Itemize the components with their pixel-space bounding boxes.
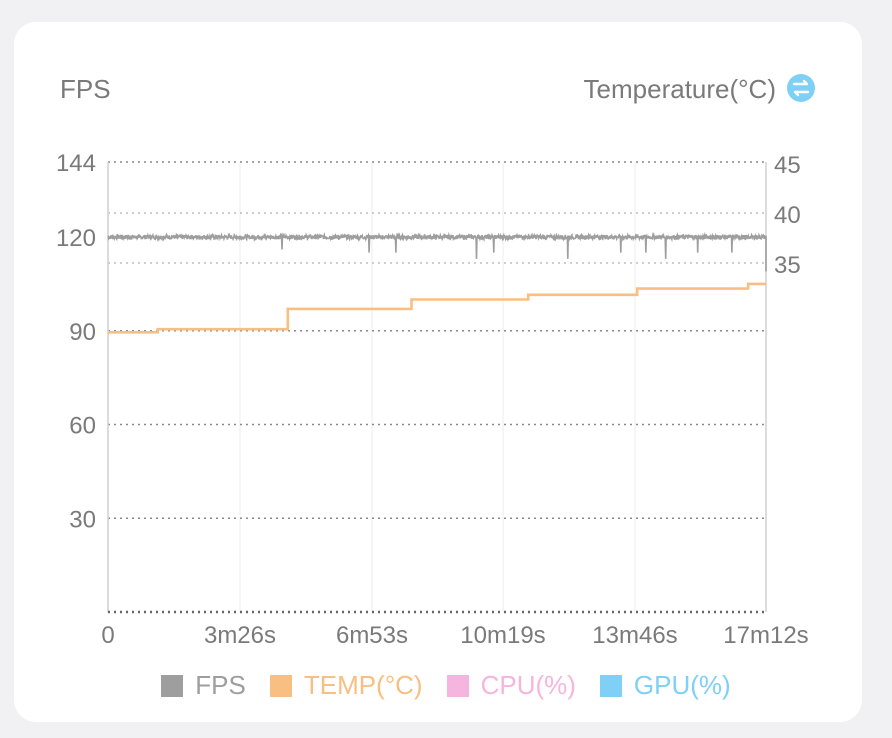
- legend-item-gpu[interactable]: GPU(%): [599, 670, 731, 701]
- y-left-tick-label: 30: [69, 506, 96, 533]
- x-tick-label: 0: [101, 622, 114, 649]
- swap-icon[interactable]: [786, 73, 816, 103]
- legend-label-temp: TEMP(°C): [303, 670, 423, 700]
- y-right-tick-label: 40: [774, 202, 801, 229]
- legend-swatch-fps: [161, 674, 184, 697]
- y-left-tick-label: 60: [69, 413, 96, 440]
- legend-swatch-gpu: [599, 674, 622, 697]
- legend-swatch-temp: [269, 674, 292, 697]
- x-tick-label: 3m26s: [204, 622, 276, 649]
- legend: FPS TEMP(°C) CPU(%) GPU(%): [0, 670, 892, 701]
- x-tick-label: 6m53s: [336, 622, 408, 649]
- right-axis-title: Temperature(°C): [583, 74, 776, 104]
- y-left-tick-label: 90: [69, 319, 96, 346]
- legend-label-fps: FPS: [195, 670, 246, 700]
- legend-label-cpu: CPU(%): [480, 670, 576, 700]
- y-left-tick-label: 120: [56, 225, 96, 252]
- legend-swatch-cpu: [446, 674, 469, 697]
- legend-item-fps[interactable]: FPS: [161, 670, 246, 701]
- legend-item-temp[interactable]: TEMP(°C): [269, 670, 423, 701]
- y-right-tick-label: 45: [774, 152, 801, 179]
- x-tick-label: 17m12s: [723, 622, 808, 649]
- temp-series-line: [108, 282, 766, 334]
- legend-item-cpu[interactable]: CPU(%): [446, 670, 576, 701]
- x-tick-label: 10m19s: [460, 622, 545, 649]
- y-left-tick-label: 144: [56, 150, 96, 177]
- x-tick-label: 13m46s: [592, 622, 677, 649]
- legend-label-gpu: GPU(%): [633, 670, 731, 700]
- fps-series-line: [107, 231, 767, 272]
- chart-card: [14, 22, 862, 722]
- left-axis-title: FPS: [60, 74, 111, 104]
- y-right-tick-label: 35: [774, 252, 801, 279]
